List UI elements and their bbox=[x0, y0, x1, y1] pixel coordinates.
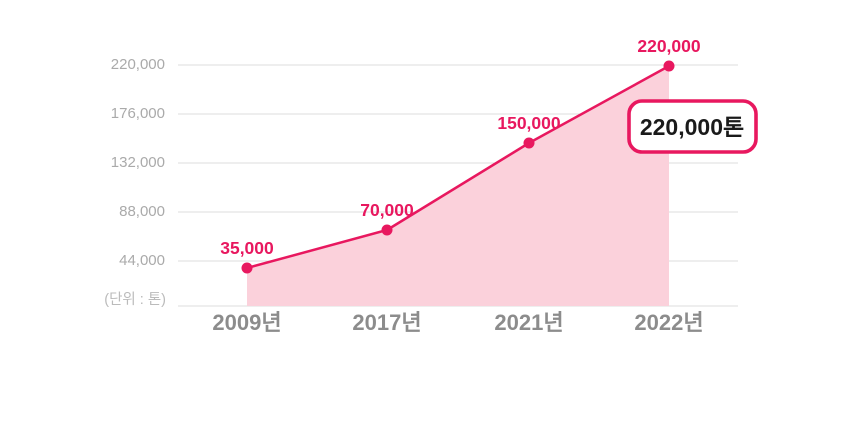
svg-text:132,000: 132,000 bbox=[111, 154, 165, 171]
svg-text:220,000: 220,000 bbox=[637, 36, 701, 56]
svg-text:150,000: 150,000 bbox=[497, 113, 561, 133]
svg-text:220,000톤: 220,000톤 bbox=[640, 114, 744, 140]
svg-text:70,000: 70,000 bbox=[360, 200, 414, 220]
svg-text:44,000: 44,000 bbox=[119, 252, 165, 269]
svg-text:35,000: 35,000 bbox=[220, 238, 274, 258]
svg-text:(단위 : 톤): (단위 : 톤) bbox=[104, 291, 166, 308]
svg-text:2022년: 2022년 bbox=[634, 310, 703, 335]
svg-text:220,000: 220,000 bbox=[111, 56, 165, 73]
svg-text:176,000: 176,000 bbox=[111, 105, 165, 122]
svg-text:2017년: 2017년 bbox=[352, 310, 421, 335]
svg-text:2021년: 2021년 bbox=[494, 310, 563, 335]
svg-text:2009년: 2009년 bbox=[212, 310, 281, 335]
svg-text:88,000: 88,000 bbox=[119, 203, 165, 220]
